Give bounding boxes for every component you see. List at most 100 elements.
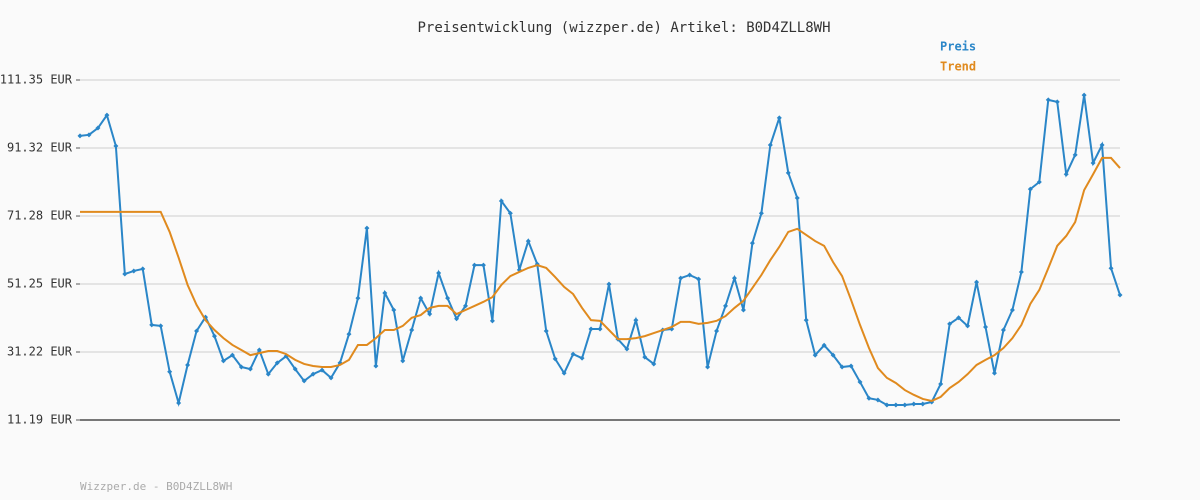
point-marker	[1000, 327, 1006, 333]
point-marker	[220, 358, 226, 364]
point-marker	[167, 369, 173, 375]
point-marker	[1099, 142, 1105, 148]
point-marker	[839, 364, 845, 370]
point-marker	[947, 321, 953, 327]
point-marker	[902, 402, 908, 408]
point-marker	[427, 311, 433, 317]
point-marker	[552, 356, 558, 362]
point-marker	[974, 279, 980, 285]
point-marker	[95, 125, 101, 131]
point-marker	[310, 371, 316, 377]
point-marker	[830, 352, 836, 358]
point-marker	[256, 347, 262, 353]
point-marker	[785, 170, 791, 176]
point-marker	[373, 363, 379, 369]
point-marker	[418, 295, 424, 301]
point-marker	[1009, 307, 1015, 313]
point-marker	[1054, 99, 1060, 105]
point-marker	[471, 262, 477, 268]
point-marker	[480, 262, 486, 268]
point-marker	[983, 324, 989, 330]
y-tick-label: 111.35 EUR	[0, 73, 73, 87]
point-marker	[749, 240, 755, 246]
point-marker	[229, 352, 235, 358]
point-marker	[812, 352, 818, 358]
point-marker	[292, 366, 298, 372]
point-marker	[696, 276, 702, 282]
point-marker	[409, 327, 415, 333]
point-marker	[965, 323, 971, 329]
y-tick-label: 51.25 EUR	[7, 277, 73, 291]
point-marker	[767, 142, 773, 148]
legend-label: Preis	[940, 40, 976, 54]
point-marker	[651, 361, 657, 367]
point-marker	[176, 400, 182, 406]
point-marker	[131, 268, 137, 274]
series-line	[80, 156, 1121, 403]
point-marker	[149, 322, 155, 328]
point-marker	[1036, 179, 1042, 185]
point-marker	[884, 402, 890, 408]
point-marker	[454, 316, 460, 322]
point-marker	[77, 133, 83, 139]
point-marker	[776, 115, 782, 121]
point-marker	[463, 303, 469, 309]
point-marker	[1081, 92, 1087, 98]
point-marker	[794, 195, 800, 201]
point-marker	[991, 370, 997, 376]
point-marker	[194, 328, 200, 334]
point-marker	[624, 346, 630, 352]
point-marker	[1090, 160, 1096, 166]
point-marker	[588, 326, 594, 332]
point-marker	[543, 328, 549, 334]
point-marker	[122, 271, 128, 277]
point-marker	[445, 295, 451, 301]
point-marker	[346, 331, 352, 337]
y-tick-label: 91.32 EUR	[7, 140, 73, 154]
point-marker	[938, 381, 944, 387]
point-marker	[238, 364, 244, 370]
point-marker	[1027, 186, 1033, 192]
legend-label: Trend	[940, 60, 976, 74]
point-marker	[633, 317, 639, 323]
point-marker	[489, 318, 495, 324]
point-marker	[956, 315, 962, 321]
y-tick-label: 31.22 EUR	[7, 345, 73, 359]
point-marker	[740, 307, 746, 313]
point-marker	[731, 275, 737, 281]
point-marker	[391, 307, 397, 313]
point-marker	[319, 367, 325, 373]
point-marker	[355, 295, 361, 301]
point-marker	[848, 363, 854, 369]
point-marker	[857, 379, 863, 385]
point-marker	[1117, 292, 1123, 298]
point-marker	[597, 326, 603, 332]
point-marker	[561, 370, 567, 376]
point-marker	[104, 112, 110, 118]
point-marker	[436, 270, 442, 276]
point-marker	[714, 328, 720, 334]
point-marker	[498, 198, 504, 204]
point-marker	[274, 360, 280, 366]
point-marker	[328, 375, 334, 381]
point-marker	[1072, 152, 1078, 158]
series-line	[79, 94, 1121, 407]
point-marker	[1108, 265, 1114, 271]
point-marker	[875, 397, 881, 403]
point-marker	[158, 323, 164, 329]
point-marker	[86, 132, 92, 138]
point-marker	[579, 355, 585, 361]
point-marker	[678, 275, 684, 281]
point-marker	[1018, 269, 1024, 275]
point-marker	[140, 266, 146, 272]
point-marker	[364, 225, 370, 231]
point-marker	[758, 210, 764, 216]
point-marker	[507, 210, 513, 216]
point-marker	[113, 143, 119, 149]
chart-title: Preisentwicklung (wizzper.de) Artikel: B…	[417, 20, 830, 36]
point-marker	[687, 272, 693, 278]
point-marker	[400, 358, 406, 364]
footer: Wizzper.de - B0D4ZLL8WH	[80, 480, 232, 493]
point-marker	[1063, 171, 1069, 177]
point-marker	[1045, 97, 1051, 103]
